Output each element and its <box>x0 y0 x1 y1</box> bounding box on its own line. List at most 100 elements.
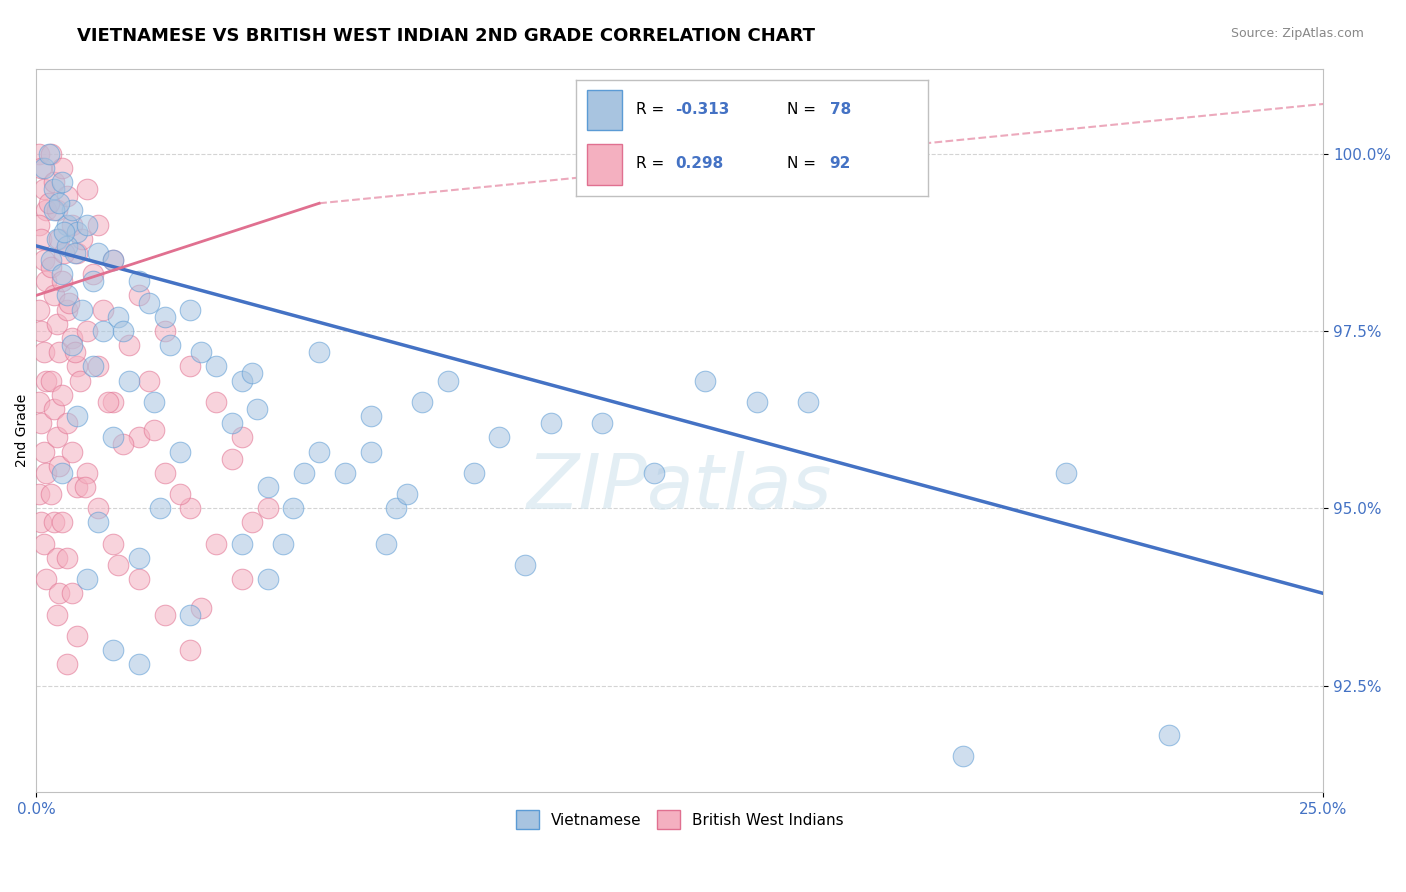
Point <box>76 182 98 196</box>
Text: R =: R = <box>636 102 669 117</box>
Point <box>42 516 65 530</box>
Point <box>256 501 278 516</box>
Point <box>97 395 120 409</box>
Point <box>360 409 382 423</box>
Point <box>35 274 58 288</box>
Point <box>169 444 191 458</box>
Point <box>103 537 125 551</box>
Text: -0.313: -0.313 <box>675 102 730 117</box>
Point <box>66 480 89 494</box>
Point <box>87 516 110 530</box>
Point <box>87 218 110 232</box>
Point <box>179 302 201 317</box>
Point <box>32 444 55 458</box>
Point <box>60 444 83 458</box>
Point <box>35 374 58 388</box>
Point <box>27 146 49 161</box>
Point <box>45 232 67 246</box>
Point <box>30 516 52 530</box>
Point <box>66 225 89 239</box>
Point <box>221 451 243 466</box>
Point <box>56 189 79 203</box>
Point <box>205 359 228 374</box>
Point <box>45 607 67 622</box>
Point <box>153 310 176 324</box>
Point <box>51 466 73 480</box>
Point <box>42 401 65 416</box>
Point <box>30 416 52 430</box>
Point <box>695 374 717 388</box>
Point <box>143 395 166 409</box>
Point <box>488 430 510 444</box>
Point <box>56 302 79 317</box>
Point <box>91 302 114 317</box>
Point <box>60 331 83 345</box>
Point <box>56 416 79 430</box>
Point <box>32 345 55 359</box>
Point <box>45 550 67 565</box>
Point <box>51 267 73 281</box>
Point <box>56 288 79 302</box>
Point <box>128 550 150 565</box>
Point <box>112 324 135 338</box>
Point <box>87 501 110 516</box>
Point <box>41 487 63 501</box>
Point <box>190 600 212 615</box>
Point <box>42 288 65 302</box>
Point <box>27 395 49 409</box>
Point <box>283 501 305 516</box>
Point <box>56 550 79 565</box>
Point <box>45 317 67 331</box>
Point <box>42 182 65 196</box>
Point <box>82 274 104 288</box>
Point <box>51 516 73 530</box>
Bar <box>586 89 621 130</box>
Point <box>179 501 201 516</box>
Text: ZIPatlas: ZIPatlas <box>527 451 832 525</box>
Point <box>333 466 356 480</box>
Point <box>32 161 55 175</box>
Point <box>35 466 58 480</box>
Point <box>107 558 129 572</box>
Text: N =: N = <box>787 102 821 117</box>
Point <box>66 409 89 423</box>
Point <box>42 203 65 218</box>
Point <box>128 430 150 444</box>
Point <box>82 267 104 281</box>
Point <box>231 537 253 551</box>
Point <box>128 288 150 302</box>
Point <box>32 537 55 551</box>
Point <box>32 182 55 196</box>
Point <box>41 253 63 268</box>
Point <box>56 239 79 253</box>
Point <box>27 218 49 232</box>
Point <box>58 295 80 310</box>
Point <box>231 430 253 444</box>
Point <box>103 643 125 657</box>
Point <box>231 572 253 586</box>
Point <box>60 203 83 218</box>
Point <box>138 374 160 388</box>
Point <box>591 416 613 430</box>
Point <box>395 487 418 501</box>
Point <box>66 629 89 643</box>
Point <box>48 345 70 359</box>
Point <box>35 203 58 218</box>
Point <box>1054 466 1077 480</box>
Point <box>221 416 243 430</box>
Point <box>437 374 460 388</box>
Point <box>179 643 201 657</box>
Point <box>117 374 139 388</box>
Point <box>107 310 129 324</box>
Point <box>169 487 191 501</box>
Point <box>30 232 52 246</box>
Point <box>35 572 58 586</box>
Point <box>72 302 94 317</box>
Point <box>240 516 263 530</box>
Text: 78: 78 <box>830 102 851 117</box>
Point <box>53 225 76 239</box>
Point <box>103 253 125 268</box>
Point <box>205 395 228 409</box>
Point <box>76 324 98 338</box>
Point <box>45 430 67 444</box>
